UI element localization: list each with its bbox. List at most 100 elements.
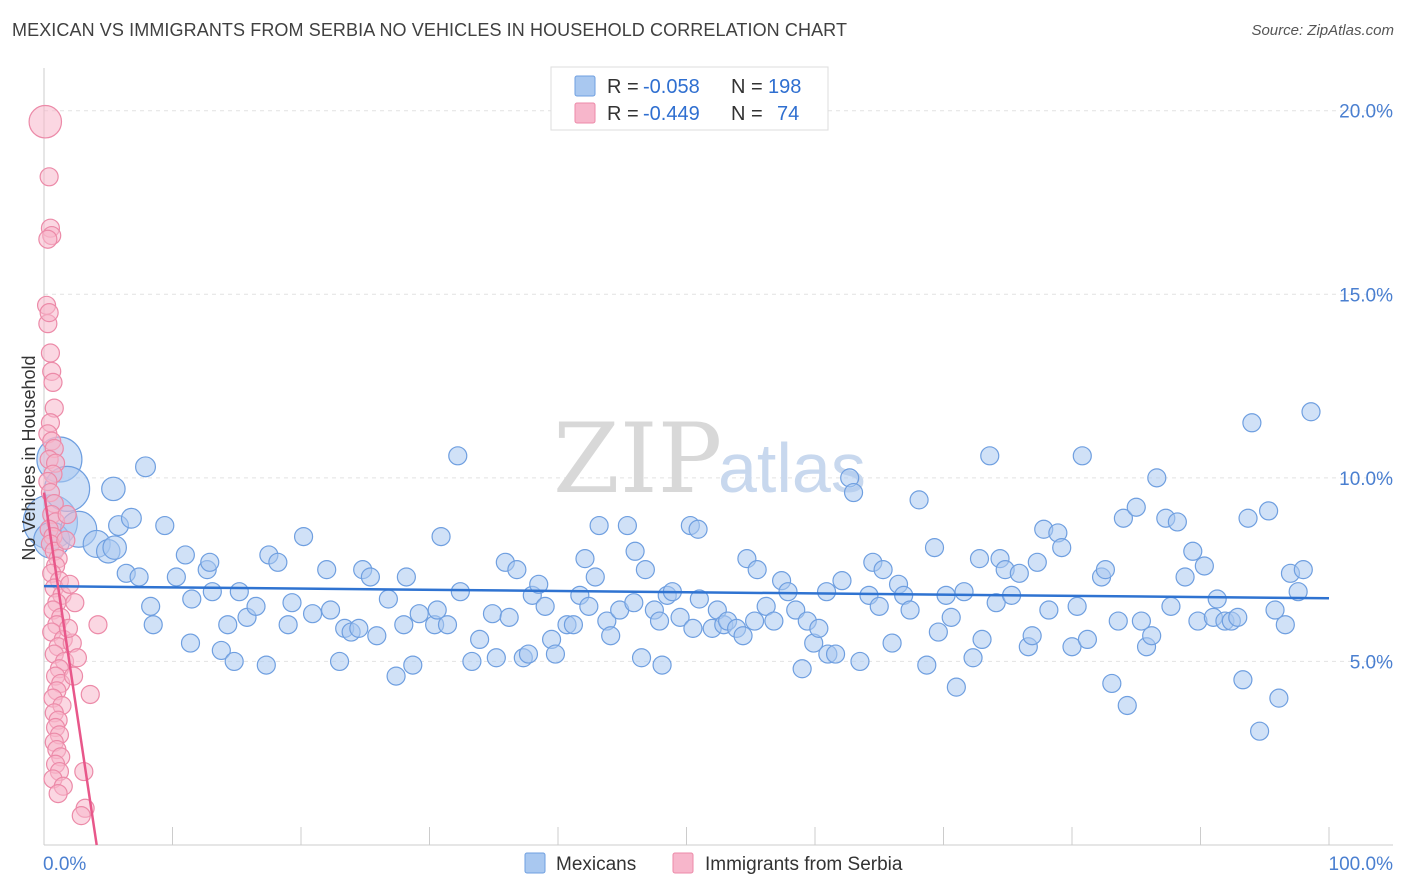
data-point	[635, 560, 655, 580]
trend-line	[42, 492, 98, 846]
data-point	[317, 560, 337, 580]
data-point	[670, 607, 690, 627]
bottom-legend-label: Immigrants from Serbia	[705, 854, 903, 875]
data-point	[1039, 600, 1059, 620]
bottom-legend-swatch-pink	[672, 852, 694, 874]
data-point	[1194, 556, 1214, 576]
data-point	[101, 476, 126, 502]
data-point	[1250, 721, 1270, 741]
data-point	[1238, 508, 1258, 528]
data-point	[320, 600, 341, 620]
data-point	[39, 167, 59, 187]
y-tick-label: 10.0%	[1339, 469, 1393, 490]
data-point	[1062, 637, 1082, 657]
data-point	[80, 684, 100, 705]
data-point	[57, 504, 77, 525]
data-point	[155, 515, 175, 536]
data-point	[986, 593, 1006, 613]
data-point	[431, 526, 451, 547]
data-point	[1269, 688, 1289, 708]
data-point	[39, 303, 59, 323]
data-point	[579, 596, 599, 616]
data-point	[437, 615, 458, 635]
data-point	[1207, 589, 1227, 609]
data-point	[1259, 501, 1279, 521]
data-point	[329, 651, 350, 672]
data-point	[535, 596, 555, 616]
data-point	[396, 567, 416, 587]
data-point	[386, 666, 406, 686]
data-point	[1126, 497, 1146, 517]
data-point	[969, 549, 990, 569]
data-point	[229, 582, 249, 602]
data-point	[809, 618, 829, 638]
data-point	[448, 446, 468, 466]
data-point	[378, 589, 398, 609]
data-point	[689, 589, 709, 609]
data-point	[403, 655, 423, 675]
data-point	[499, 607, 519, 627]
data-point	[1228, 607, 1248, 627]
data-point	[1009, 563, 1029, 583]
data-point	[825, 644, 846, 664]
data-point	[211, 640, 231, 661]
legend-n-label: N =	[731, 76, 763, 98]
data-point	[1301, 402, 1321, 422]
data-point	[48, 783, 68, 804]
data-point	[143, 615, 163, 635]
legend-n-label: N =	[731, 103, 763, 125]
data-point	[545, 644, 566, 664]
data-point	[1102, 673, 1122, 694]
data-point	[1117, 695, 1137, 716]
watermark: ZIP atlas	[553, 403, 866, 515]
data-point	[1108, 611, 1128, 631]
legend-r-value: -0.449	[643, 103, 700, 125]
data-point	[585, 567, 605, 587]
bottom-legend-swatch-blue	[524, 852, 546, 874]
bottom-legend-label: Mexicans	[556, 854, 636, 875]
source-label: Source: ZipAtlas.com	[1251, 22, 1394, 39]
data-point	[360, 567, 380, 587]
data-point	[65, 593, 85, 613]
data-point	[529, 574, 549, 594]
data-point	[175, 545, 195, 565]
data-point	[1022, 626, 1042, 646]
data-point	[1072, 446, 1092, 466]
watermark-atlas: atlas	[718, 429, 866, 507]
data-point	[747, 560, 767, 580]
data-point	[882, 633, 902, 653]
data-point	[928, 622, 948, 642]
data-point	[56, 530, 76, 550]
data-point	[764, 611, 784, 631]
data-point	[202, 582, 222, 602]
data-point	[792, 659, 812, 679]
data-point	[518, 644, 539, 664]
data-point	[941, 607, 961, 627]
data-point	[624, 593, 644, 613]
data-point	[224, 651, 244, 672]
data-point	[129, 567, 149, 587]
bottom-legend: Mexicans Immigrants from Serbia	[524, 852, 903, 875]
legend-swatch-pink	[574, 102, 596, 124]
data-point	[486, 648, 506, 668]
data-point	[963, 648, 983, 668]
data-point	[733, 626, 753, 646]
data-point	[917, 655, 937, 675]
data-point	[1275, 615, 1295, 635]
data-point	[200, 552, 220, 572]
data-point	[427, 600, 447, 620]
trend-lines	[42, 492, 1330, 846]
series-serbia	[28, 104, 108, 826]
chart-title: MEXICAN VS IMMIGRANTS FROM SERBIA NO VEH…	[12, 20, 848, 40]
data-point	[924, 538, 945, 558]
data-point	[367, 626, 387, 646]
data-point	[601, 626, 621, 646]
data-point	[1265, 600, 1285, 620]
y-tick-label: 20.0%	[1339, 102, 1393, 123]
data-point	[293, 526, 314, 547]
data-point	[302, 604, 323, 624]
data-point	[563, 615, 584, 635]
legend: R = -0.058 N = 198 R = -0.449 N = 74	[550, 66, 829, 131]
data-point	[909, 490, 929, 510]
